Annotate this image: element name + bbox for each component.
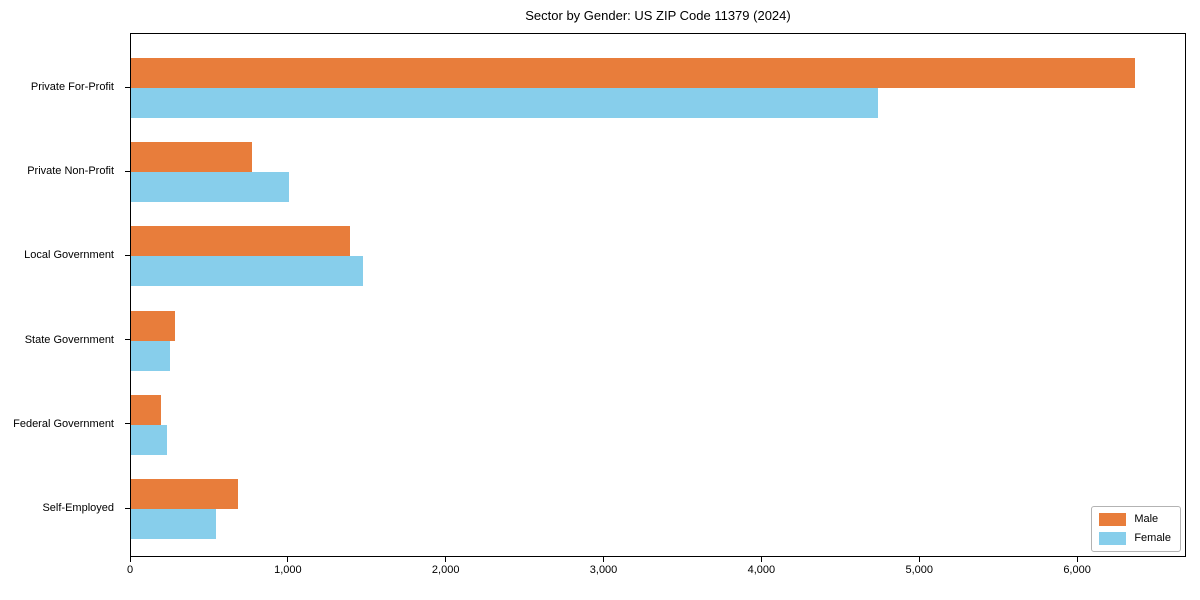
x-tick-mark	[1076, 557, 1078, 562]
y-category-label: Private Non-Profit	[27, 165, 114, 178]
bar-male-federal-government	[131, 394, 161, 425]
y-tick-mark	[125, 339, 130, 341]
x-tick-mark	[445, 557, 447, 562]
legend-label-female: Female	[1134, 532, 1171, 544]
bar-female-private-non-profit	[131, 172, 289, 203]
bar-female-self-employed	[131, 509, 217, 539]
bar-male-state-government	[131, 310, 176, 341]
plot-area: Male Female	[130, 33, 1186, 557]
x-tick-mark	[287, 557, 289, 562]
x-tick-label: 2,000	[431, 564, 460, 576]
y-tick-mark	[125, 254, 130, 256]
x-tick-label: 1,000	[274, 564, 302, 576]
x-tick-label: 6,000	[1063, 564, 1091, 576]
legend-label-male: Male	[1134, 513, 1159, 525]
y-category-label: Self-Employed	[42, 502, 114, 514]
y-axis-tick-marks	[125, 33, 130, 557]
x-tick-label: 5,000	[905, 564, 933, 576]
y-tick-mark	[125, 423, 130, 425]
x-tick-label: 3,000	[589, 564, 618, 576]
x-tick-mark	[918, 557, 920, 562]
y-category-label: Private For-Profit	[30, 81, 114, 93]
y-category-label: State Government	[24, 333, 114, 346]
x-tick-mark	[129, 557, 131, 562]
legend: Male Female	[1091, 506, 1181, 552]
y-axis-labels: Private For-Profit Private Non-Profit Loca…	[0, 33, 122, 557]
bar-male-private-non-profit	[131, 142, 253, 173]
x-axis-labels: 0 1,000 2,000 3,000 4,000 5,000 6,000	[126, 564, 1186, 580]
bar-female-private-for-profit	[131, 88, 878, 118]
y-category-label: Federal Government	[13, 417, 114, 430]
chart-title: Sector by Gender: US ZIP Code 11379 (202…	[525, 8, 791, 23]
legend-entry-female: Female	[1099, 532, 1171, 545]
bar-male-self-employed	[131, 479, 239, 509]
bar-male-local-government	[131, 226, 350, 257]
bars-layer	[131, 34, 1185, 556]
y-category-label: Local Government	[24, 249, 114, 262]
legend-swatch-female	[1099, 532, 1127, 545]
x-tick-mark	[760, 557, 762, 562]
bar-female-federal-government	[131, 424, 168, 455]
y-tick-mark	[125, 170, 130, 172]
y-tick-mark	[125, 86, 130, 88]
bar-male-private-for-profit	[131, 58, 1135, 88]
bar-female-state-government	[131, 340, 170, 371]
x-axis-tick-marks	[129, 557, 1186, 562]
x-tick-mark	[603, 557, 605, 562]
x-tick-label: 4,000	[747, 564, 776, 576]
bar-female-local-government	[131, 256, 364, 287]
legend-swatch-male	[1099, 513, 1127, 526]
x-tick-label: 0	[126, 564, 134, 576]
legend-entry-male: Male	[1099, 513, 1171, 526]
y-tick-mark	[125, 507, 130, 509]
